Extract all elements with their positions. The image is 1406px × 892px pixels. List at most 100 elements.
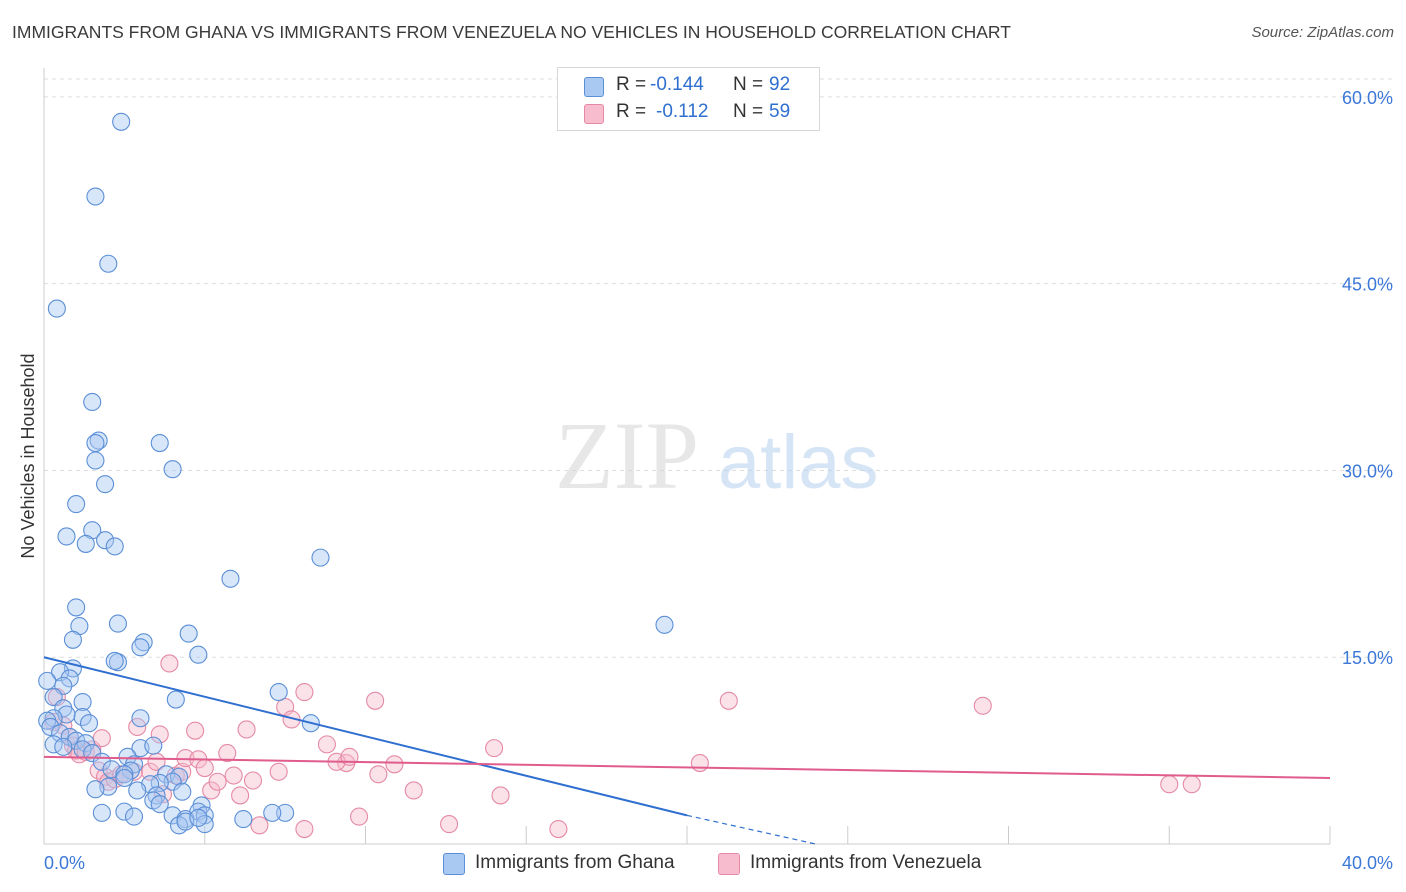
ghana-point bbox=[86, 434, 105, 453]
ghana-point bbox=[86, 451, 105, 470]
legend-row-ghana: R = -0.144 N = 92 bbox=[558, 74, 819, 100]
ghana-legend-swatch bbox=[443, 853, 465, 875]
x-tick-label: 40.0% bbox=[1342, 853, 1393, 873]
ghana-legend-label: Immigrants from Ghana bbox=[475, 852, 675, 873]
ghana-points bbox=[38, 112, 674, 835]
ghana-point bbox=[150, 434, 169, 453]
ghana-point bbox=[269, 683, 288, 702]
venezuela-trend-line bbox=[43, 755, 1331, 780]
venezuela-swatch bbox=[584, 104, 604, 124]
ghana-swatch bbox=[584, 77, 604, 97]
ghana-point bbox=[163, 772, 182, 791]
venezuela-points bbox=[44, 654, 1201, 839]
venezuela-point bbox=[719, 691, 738, 710]
venezuela-point bbox=[973, 696, 992, 715]
venezuela-legend-label: Immigrants from Venezuela bbox=[750, 852, 982, 873]
ghana-point bbox=[96, 475, 115, 494]
venezuela-point bbox=[269, 762, 288, 781]
venezuela-point bbox=[160, 654, 179, 673]
legend-row-venezuela: R = -0.112 N = 59 bbox=[558, 101, 819, 127]
watermark: ZIP atlas bbox=[555, 402, 879, 509]
ghana-point bbox=[234, 810, 253, 829]
ghana-point bbox=[89, 431, 108, 450]
venezuela-point bbox=[186, 721, 205, 740]
legend-n-value-venezuela: 59 bbox=[769, 101, 791, 122]
y-tick-label: 45.0% bbox=[1342, 275, 1393, 295]
venezuela-point bbox=[224, 766, 243, 785]
ghana-point bbox=[105, 537, 124, 556]
ghana-point bbox=[51, 663, 70, 682]
ghana-point bbox=[179, 624, 198, 643]
correlation-legend: R = -0.144 N = 92 R = -0.112 N = 59 bbox=[557, 67, 820, 131]
venezuela-legend-swatch bbox=[718, 853, 740, 875]
ghana-point bbox=[124, 807, 144, 826]
y-tick-label: 30.0% bbox=[1342, 461, 1393, 481]
venezuela-point bbox=[250, 816, 269, 835]
ghana-point bbox=[263, 803, 282, 822]
ghana-point bbox=[41, 717, 60, 737]
y-tick-label: 15.0% bbox=[1342, 648, 1393, 668]
y-axis-label: No Vehicles in Household bbox=[18, 353, 38, 558]
ghana-point bbox=[166, 690, 185, 709]
venezuela-point bbox=[295, 820, 314, 839]
venezuela-point bbox=[208, 772, 227, 791]
ghana-point bbox=[79, 714, 99, 733]
ghana-point bbox=[54, 737, 73, 756]
venezuela-point bbox=[153, 785, 173, 804]
ghana-point bbox=[144, 736, 163, 755]
venezuela-point bbox=[92, 729, 111, 748]
ghana-point bbox=[92, 803, 111, 822]
ghana-point bbox=[47, 299, 66, 318]
watermark-atlas: atlas bbox=[718, 420, 879, 505]
legend-r-label: R = bbox=[616, 74, 647, 95]
ghana-point bbox=[150, 795, 169, 814]
ghana-point bbox=[655, 615, 674, 634]
ghana-point bbox=[51, 724, 70, 743]
ghana-point bbox=[57, 527, 76, 546]
ghana-point bbox=[60, 669, 79, 688]
venezuela-point bbox=[317, 735, 336, 754]
y-tick-label: 60.0% bbox=[1342, 88, 1393, 108]
ghana-trend-extension bbox=[686, 814, 816, 845]
ghana-point bbox=[311, 548, 330, 567]
ghana-point bbox=[115, 768, 134, 788]
axes bbox=[43, 68, 1331, 845]
tick-labels: 15.0% 30.0% 45.0% 60.0% 0.0% 40.0% bbox=[44, 88, 1393, 873]
ghana-point bbox=[63, 630, 82, 649]
venezuela-point bbox=[690, 754, 709, 773]
ghana-trend-line bbox=[43, 656, 688, 817]
ghana-point bbox=[189, 645, 208, 664]
ghana-point bbox=[134, 633, 153, 652]
venezuela-point bbox=[366, 691, 385, 710]
venezuela-point bbox=[385, 755, 404, 774]
venezuela-point bbox=[231, 786, 250, 805]
venezuela-point bbox=[369, 765, 388, 784]
ghana-point bbox=[112, 112, 131, 131]
legend-r-value-ghana: -0.144 bbox=[650, 74, 704, 95]
ghana-point bbox=[276, 803, 295, 822]
ghana-point bbox=[163, 460, 182, 479]
source-credit: Source: ZipAtlas.com bbox=[1251, 24, 1394, 41]
ghana-point bbox=[86, 187, 105, 206]
ghana-point bbox=[86, 780, 105, 799]
ghana-point bbox=[105, 651, 124, 671]
ghana-point bbox=[67, 598, 86, 617]
ghana-point bbox=[128, 781, 147, 800]
venezuela-point bbox=[150, 725, 169, 744]
venezuela-point bbox=[485, 739, 504, 758]
ghana-point bbox=[67, 495, 86, 514]
ghana-point bbox=[221, 569, 240, 588]
venezuela-point bbox=[404, 781, 423, 800]
venezuela-point bbox=[1160, 775, 1179, 794]
venezuela-point bbox=[440, 815, 459, 834]
venezuela-point bbox=[195, 758, 214, 778]
legend-r-label: R = bbox=[616, 101, 647, 122]
venezuela-point bbox=[218, 744, 237, 763]
ghana-point bbox=[131, 638, 150, 657]
gridlines bbox=[44, 78, 1394, 658]
venezuela-point bbox=[491, 786, 510, 805]
legend-n-label: N = bbox=[733, 74, 764, 95]
ghana-point bbox=[73, 693, 92, 712]
ghana-point bbox=[189, 808, 208, 827]
